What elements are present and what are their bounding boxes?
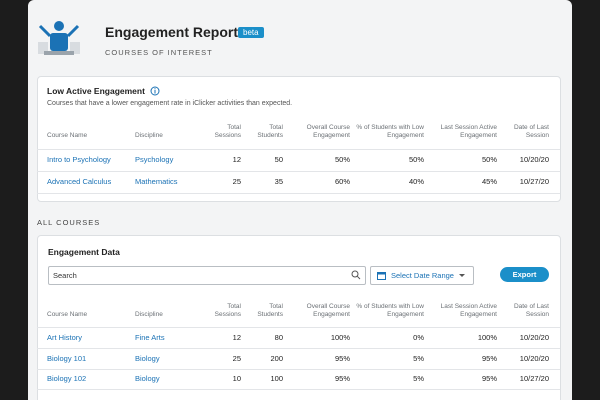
export-button[interactable]: Export [500, 267, 549, 282]
course-link[interactable]: Advanced Calculus [47, 177, 112, 186]
cell: 100 [270, 374, 283, 383]
row-divider [37, 348, 560, 350]
cell: 25 [232, 177, 241, 186]
report-icon [38, 21, 80, 55]
discipline-link[interactable]: Mathematics [135, 177, 178, 186]
discipline-link[interactable]: Psychology [135, 155, 174, 164]
cell: 45% [481, 177, 497, 186]
cell: 12 [232, 333, 241, 342]
column-header: Total Sessions [214, 303, 241, 318]
cell: 60% [334, 177, 350, 186]
discipline-link[interactable]: Biology [135, 353, 160, 363]
low-engagement-card [37, 76, 561, 202]
cell: 40% [408, 177, 424, 186]
column-header: Total Students [257, 303, 283, 318]
cell: 10/27/20 [519, 374, 549, 383]
cell: 10/20/20 [519, 333, 549, 342]
row-divider [37, 171, 560, 172]
cell: 0% [413, 333, 424, 342]
column-header: Total Sessions [214, 124, 241, 139]
card-title: Engagement Data [48, 247, 120, 257]
header-divider [37, 149, 560, 150]
row-divider [37, 193, 560, 194]
cell: 95% [481, 353, 497, 363]
cell: 50% [408, 155, 424, 164]
row-divider [37, 389, 560, 391]
course-link[interactable]: Biology 102 [47, 374, 87, 383]
cell: 95% [334, 374, 350, 383]
column-header: % of Students with Low Engagement [356, 124, 424, 139]
cell: 95% [334, 353, 350, 363]
course-link[interactable]: Art History [47, 333, 83, 342]
column-header: Discipline [135, 311, 163, 318]
info-icon[interactable] [150, 86, 160, 96]
search-icon [351, 270, 361, 280]
cell: 10/20/20 [519, 155, 549, 164]
cell: 50 [274, 155, 283, 164]
search-box[interactable]: Search [48, 266, 366, 285]
cell: 100% [477, 333, 497, 342]
beta-badge: beta [238, 27, 264, 38]
column-header: Date of Last Session [513, 124, 549, 139]
cell: 80 [274, 333, 283, 342]
column-header: Last Session Active Engagement [440, 303, 497, 318]
row-divider [37, 368, 560, 370]
cell: 10/20/20 [519, 353, 549, 363]
cell: 95% [481, 374, 497, 383]
cell: 100% [330, 333, 350, 342]
page-title: Engagement Report [105, 24, 239, 40]
discipline-link[interactable]: Biology [135, 374, 160, 383]
card-description: Courses that have a lower engagement rat… [47, 100, 293, 107]
calendar-icon [377, 272, 386, 280]
section-label: ALL COURSES [37, 218, 101, 227]
cell: 35 [274, 177, 283, 186]
column-header: % of Students with Low Engagement [356, 303, 424, 318]
column-header: Total Students [257, 124, 283, 139]
column-header: Course Name [47, 311, 88, 318]
date-range-button[interactable]: Select Date Range [370, 266, 474, 285]
column-header: Overall Course Engagement [306, 303, 350, 318]
cell: 25 [232, 353, 241, 363]
page-subtitle: COURSES OF INTEREST [105, 48, 213, 57]
header-divider [37, 327, 560, 328]
column-header: Overall Course Engagement [306, 124, 350, 139]
cell: 200 [270, 353, 283, 363]
all-courses-card [37, 235, 561, 400]
column-header: Discipline [135, 132, 163, 139]
course-link[interactable]: Intro to Psychology [47, 155, 111, 164]
cell: 5% [413, 353, 424, 363]
cell: 12 [232, 155, 241, 164]
discipline-link[interactable]: Fine Arts [135, 333, 165, 342]
cell: 10/27/20 [519, 177, 549, 186]
cell: 5% [413, 374, 424, 383]
card-title: Low Active Engagement [47, 86, 145, 96]
column-header: Course Name [47, 132, 88, 139]
course-link[interactable]: Biology 101 [47, 353, 87, 363]
column-header: Last Session Active Engagement [440, 124, 497, 139]
date-range-label: Select Date Range [391, 271, 454, 280]
dropdown-caret [459, 274, 465, 277]
search-placeholder: Search [53, 271, 77, 280]
cell: 50% [481, 155, 497, 164]
cell: 10 [232, 374, 241, 383]
cell: 50% [334, 155, 350, 164]
column-header: Date of Last Session [513, 303, 549, 318]
